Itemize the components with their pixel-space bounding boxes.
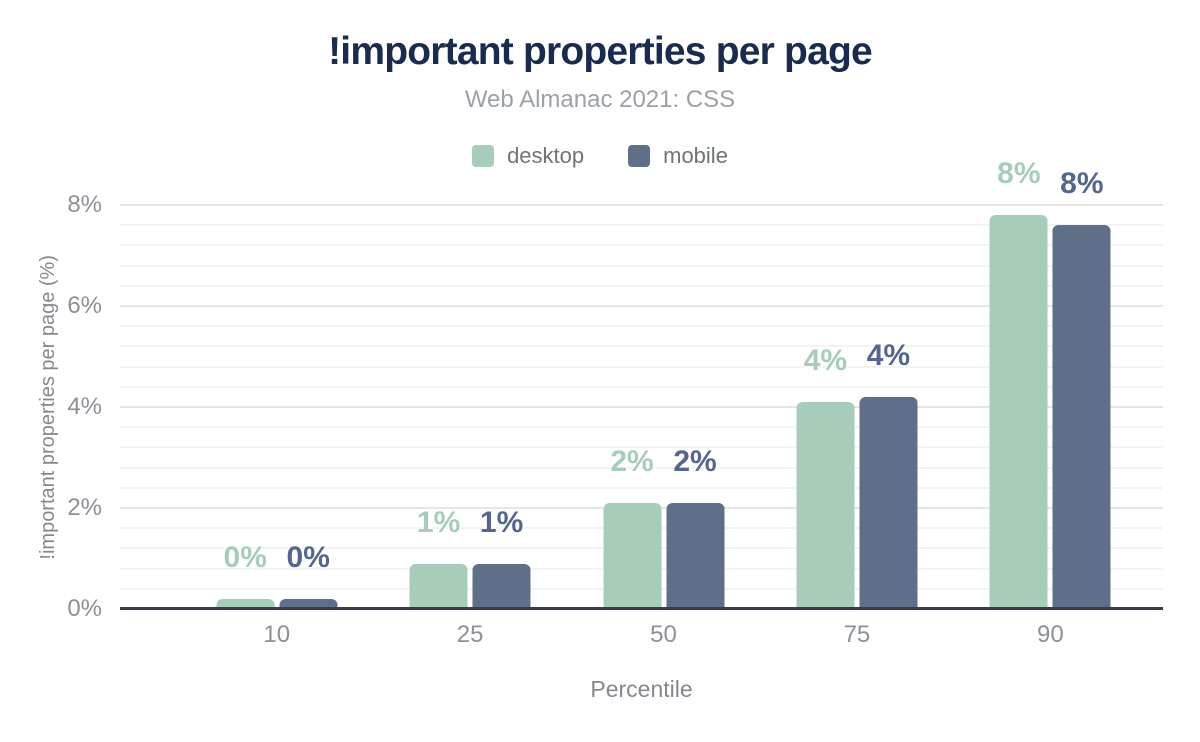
bar-group: 8% 8% 90 bbox=[954, 159, 1147, 648]
bar-pair: 1% 1% bbox=[409, 507, 531, 609]
bar-pair: 4% 4% bbox=[796, 340, 918, 609]
bar-column-mobile-p90: 8% bbox=[1052, 169, 1111, 609]
bar-mobile-p75 bbox=[859, 396, 918, 609]
bar-mobile-p50 bbox=[666, 502, 725, 609]
x-axis-title: Percentile bbox=[590, 676, 693, 702]
x-tick-label: 25 bbox=[456, 621, 484, 648]
bar-column-desktop-p25: 1% bbox=[409, 507, 468, 609]
legend-swatch-mobile bbox=[628, 145, 651, 167]
bar-value-label: 2% bbox=[673, 444, 717, 478]
gridline bbox=[120, 345, 1163, 348]
bar-value-label: 0% bbox=[286, 540, 330, 574]
bar-desktop-p90 bbox=[989, 215, 1048, 609]
bar-column-desktop-p90: 8% bbox=[989, 159, 1048, 609]
bar-column-desktop-p10: 0% bbox=[216, 542, 275, 609]
bar-desktop-p50 bbox=[603, 502, 662, 609]
bar-groups: 0% 0% 10 1% 1% 25 2% 2% 50 4% 4% 75 8% 8% 90 bbox=[180, 159, 1147, 648]
bar-column-desktop-p75: 4% bbox=[796, 346, 855, 609]
gridline bbox=[120, 264, 1163, 267]
x-tick-label: 90 bbox=[1036, 621, 1064, 648]
gridline bbox=[120, 204, 1163, 206]
bar-column-mobile-p10: 0% bbox=[279, 542, 338, 609]
bar-value-label: 4% bbox=[803, 344, 848, 377]
bar-desktop-p75 bbox=[796, 402, 855, 609]
gridline bbox=[120, 426, 1163, 429]
bar-mobile-p10 bbox=[279, 598, 338, 609]
gridline bbox=[120, 325, 1163, 328]
bar-value-label: 8% bbox=[1060, 167, 1104, 201]
gridline bbox=[120, 446, 1163, 449]
bar-value-label: 4% bbox=[866, 338, 911, 372]
bar-value-label: 0% bbox=[223, 540, 267, 574]
chart-subtitle: Web Almanac 2021: CSS bbox=[464, 86, 736, 113]
plot-area: 0% 2% 4% 6% 8% 0% 0% 10 1% 1% 25 2% 2% 50 4% 4% 75 8% 8% 90 bbox=[67, 159, 1163, 648]
bar-group: 4% 4% 75 bbox=[760, 205, 953, 648]
bar-group: 2% 2% 50 bbox=[567, 205, 760, 648]
bar-desktop-p25 bbox=[409, 563, 468, 609]
gridline bbox=[120, 466, 1163, 469]
legend-label-desktop: desktop bbox=[507, 143, 585, 168]
gridline bbox=[120, 244, 1163, 247]
bar-column-mobile-p25: 1% bbox=[472, 507, 531, 609]
bar-pair: 8% 8% bbox=[989, 159, 1111, 609]
legend-swatch-desktop bbox=[472, 145, 495, 167]
y-tick-label: 2% bbox=[67, 494, 102, 521]
x-tick-label: 75 bbox=[843, 621, 871, 648]
gridline bbox=[120, 385, 1163, 388]
bar-mobile-p25 bbox=[472, 563, 531, 609]
legend-label-mobile: mobile bbox=[663, 143, 728, 168]
gridline bbox=[120, 365, 1163, 368]
x-tick-label: 50 bbox=[650, 621, 677, 648]
bar-group: 0% 0% 10 bbox=[180, 205, 373, 648]
bar-desktop-p10 bbox=[216, 598, 275, 609]
x-axis-line bbox=[120, 607, 1163, 610]
bar-column-desktop-p50: 2% bbox=[603, 446, 662, 609]
legend-item-desktop: desktop bbox=[472, 143, 584, 169]
gridline bbox=[120, 406, 1163, 408]
bar-column-mobile-p75: 4% bbox=[859, 340, 918, 609]
bar-mobile-p90 bbox=[1052, 225, 1111, 609]
bar-group: 1% 1% 25 bbox=[373, 205, 566, 648]
bar-pair: 2% 2% bbox=[603, 446, 725, 609]
legend-item-mobile: mobile bbox=[628, 143, 728, 169]
bar-value-label: 8% bbox=[997, 157, 1041, 191]
bar-value-label: 1% bbox=[479, 505, 524, 539]
gridline bbox=[120, 305, 1163, 307]
chart-title: !important properties per page bbox=[328, 30, 873, 73]
gridline bbox=[120, 284, 1163, 287]
y-tick-label: 4% bbox=[67, 393, 102, 420]
y-tick-label: 8% bbox=[67, 191, 102, 218]
bar-value-label: 2% bbox=[610, 444, 654, 478]
bar-column-mobile-p50: 2% bbox=[666, 446, 725, 609]
y-tick-label: 6% bbox=[67, 292, 102, 319]
bar-value-label: 1% bbox=[416, 505, 461, 539]
y-tick-label: 0% bbox=[67, 595, 102, 622]
bar-pair: 0% 0% bbox=[216, 542, 338, 609]
legend: desktop mobile bbox=[0, 143, 1200, 169]
gridline bbox=[120, 486, 1163, 489]
gridline bbox=[120, 224, 1163, 227]
x-tick-label: 10 bbox=[263, 621, 291, 648]
